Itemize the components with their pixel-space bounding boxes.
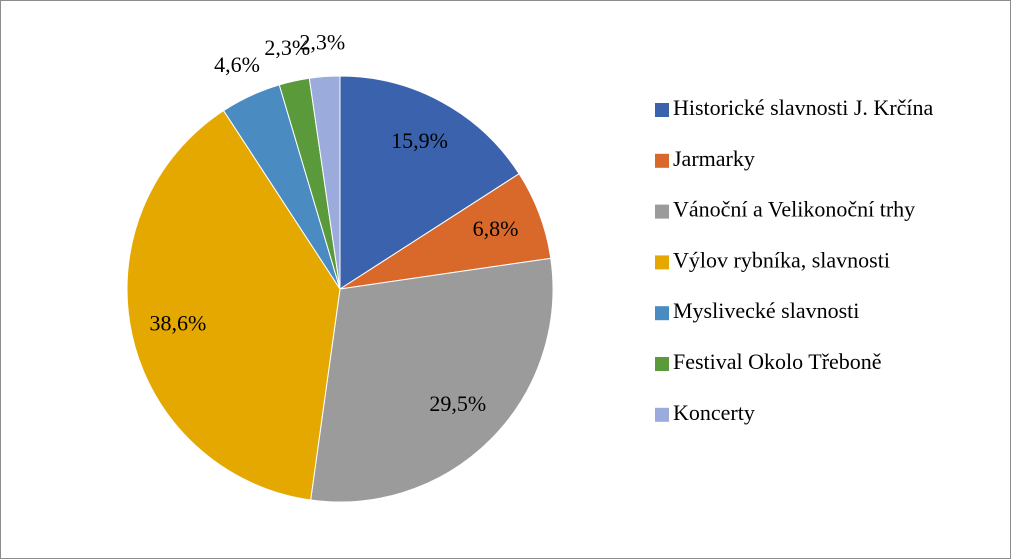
legend-swatch [655, 204, 669, 219]
legend-label: Jarmarky [673, 146, 755, 171]
legend-swatch [655, 255, 669, 270]
data-label: 6,8% [473, 216, 519, 241]
legend-swatch [655, 153, 669, 168]
data-label: 29,5% [429, 391, 486, 416]
legend-label: Koncerty [673, 400, 755, 425]
legend-label: Festival Okolo Třeboně [673, 349, 882, 374]
legend-swatch [655, 357, 669, 371]
legend-label: Historické slavnosti J. Krčína [673, 95, 934, 120]
data-label: 2,3% [299, 30, 345, 55]
legend-swatch [655, 407, 669, 422]
legend-swatch [655, 306, 669, 321]
legend-label: Výlov rybníka, slavnosti [673, 247, 890, 272]
data-label: 38,6% [149, 310, 206, 335]
data-label: 4,6% [214, 52, 260, 77]
pie-slice [310, 257, 554, 503]
data-label: 15,9% [391, 128, 448, 153]
legend-label: Myslivecké slavnosti [673, 298, 859, 323]
data-label: 2,3% [264, 35, 310, 60]
pie-slice [308, 75, 341, 290]
legend-swatch [655, 103, 669, 117]
pie-slice [339, 75, 520, 290]
legend-label: Vánoční a Velikonoční trhy [673, 197, 915, 222]
